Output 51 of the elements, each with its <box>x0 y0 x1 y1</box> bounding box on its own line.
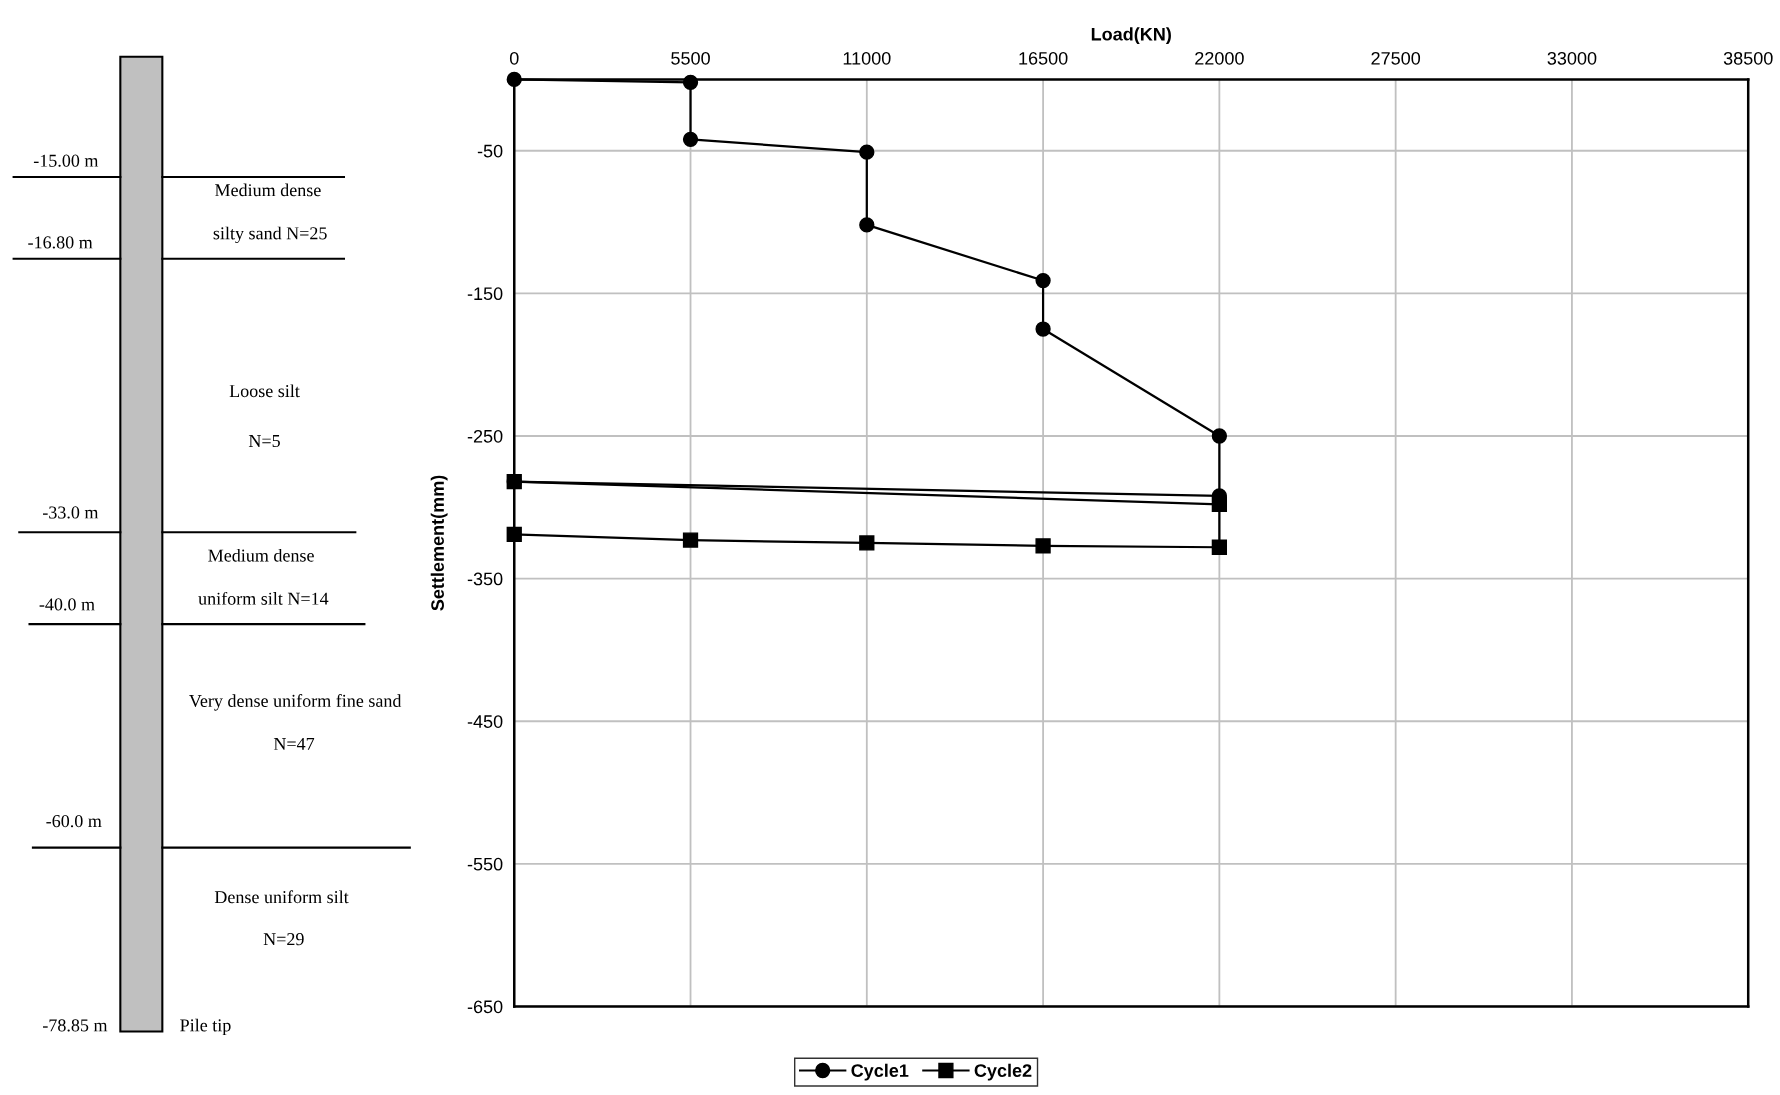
y-tick-label: -50 <box>477 144 503 158</box>
point <box>1035 321 1051 337</box>
point <box>1211 539 1228 555</box>
point <box>682 532 699 548</box>
text: Medium dense <box>208 548 314 562</box>
text: silty sand N=25 <box>213 226 327 244</box>
x-tick-label: 22000 <box>1195 51 1244 65</box>
text: -78.85 m <box>43 1019 108 1032</box>
text: uniform silt N=14 <box>198 591 329 605</box>
y-tick-label: -550 <box>467 857 503 871</box>
text: Pile tip <box>180 1018 231 1036</box>
point <box>682 131 699 147</box>
point <box>859 144 875 160</box>
point <box>506 71 522 88</box>
text: N=47 <box>273 737 315 750</box>
text: -16.80 m <box>28 236 93 249</box>
text: -15.00 m <box>33 154 99 167</box>
y-tick-label: -350 <box>467 572 503 586</box>
legend-label: Cycle1 <box>851 1063 909 1081</box>
point <box>1035 272 1051 289</box>
text: N=5 <box>248 435 280 448</box>
y-axis-title: Settlement(mm) <box>430 475 448 611</box>
text: Dense uniform silt <box>214 890 349 904</box>
y-tick-label: -650 <box>467 1000 503 1014</box>
point <box>506 473 522 490</box>
text: -60.0 m <box>46 815 102 828</box>
point <box>1035 538 1051 554</box>
x-tick-label: 33000 <box>1547 51 1597 65</box>
text: N=29 <box>263 933 304 946</box>
text: Very dense uniform fine sand <box>189 694 402 711</box>
text: -33.0 m <box>42 506 99 519</box>
x-tick-label: 5500 <box>671 51 710 65</box>
point <box>682 74 699 90</box>
x-tick-label: 0 <box>509 51 519 65</box>
text: Medium dense <box>215 183 321 197</box>
x-tick-label: 38500 <box>1723 51 1773 65</box>
x-tick-label: 11000 <box>843 51 891 65</box>
y-tick-label: -450 <box>467 715 503 728</box>
legend-label: Cycle2 <box>974 1063 1032 1081</box>
x-tick-label: 16500 <box>1019 51 1068 65</box>
point <box>1211 428 1228 444</box>
y-tick-label: -150 <box>467 287 503 301</box>
point <box>859 535 875 551</box>
point <box>1211 496 1228 513</box>
text: Loose silt <box>229 384 300 398</box>
point <box>506 526 522 543</box>
x-tick-label: 27500 <box>1371 51 1421 65</box>
x-axis-title: Load(KN) <box>1091 27 1171 45</box>
text: -40.0 m <box>39 598 95 611</box>
point <box>859 217 875 233</box>
y-tick-label: -250 <box>467 429 503 443</box>
